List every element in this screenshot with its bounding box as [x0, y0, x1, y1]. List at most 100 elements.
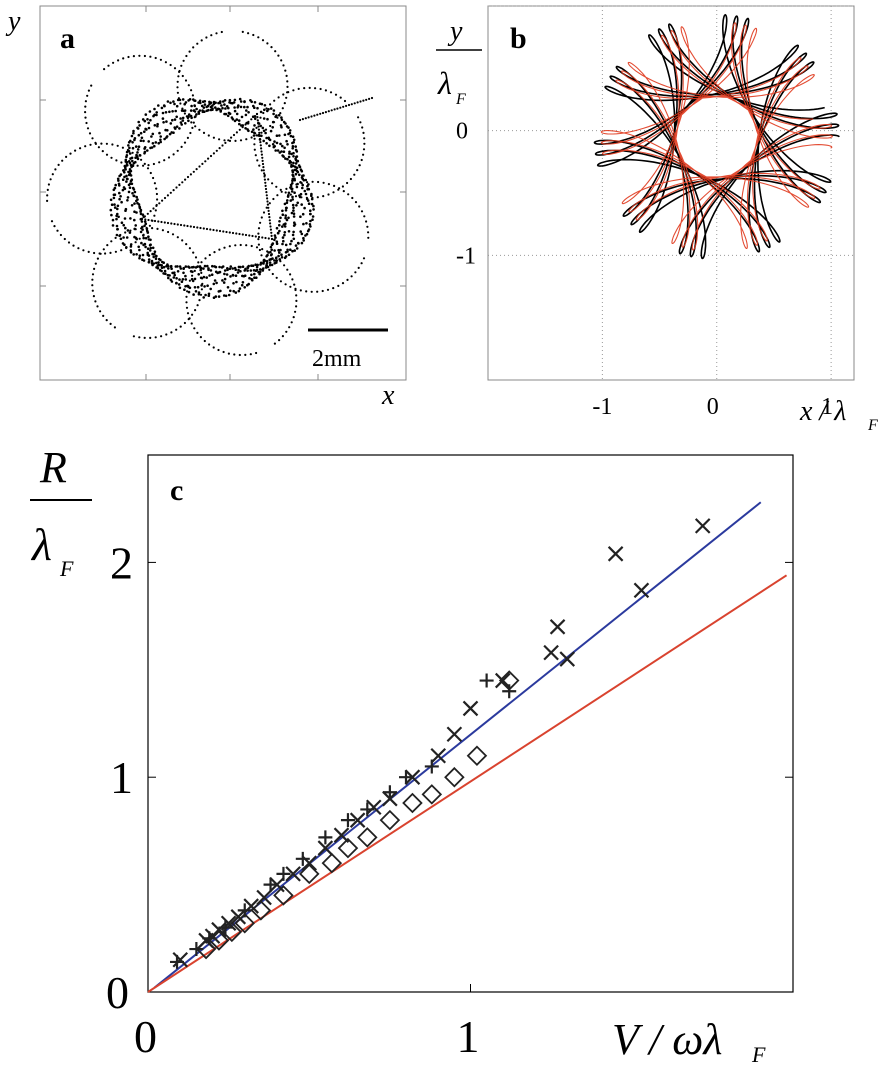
panel-a-point [167, 267, 170, 270]
panel-a-point [353, 102, 356, 105]
panel-a-point [169, 278, 173, 282]
panel-a-point [63, 237, 66, 241]
panel-a-point [250, 130, 254, 134]
panel-a-point [271, 126, 275, 129]
panel-a-point [229, 275, 232, 278]
panel-a-point [285, 139, 288, 143]
panel-a-point [46, 194, 49, 197]
panel-a-point [192, 46, 195, 49]
panel-a-point [243, 269, 246, 272]
panel-a-point [135, 211, 138, 214]
panel-a-point [87, 250, 90, 253]
panel-a-point [189, 109, 193, 112]
panel-a-point [111, 143, 114, 146]
panel-a-point [178, 183, 181, 186]
panel-a-point [285, 96, 288, 99]
panel-a-frame [39, 5, 407, 381]
panel-a-point [295, 185, 299, 189]
panel-a-point [161, 199, 164, 202]
panel-a-point [250, 273, 253, 277]
panel-a-point [280, 150, 283, 153]
panel-a-point [290, 321, 293, 324]
panel-a-point [147, 254, 151, 257]
panel-a-point [203, 100, 207, 103]
panel-b-xtick-label: 1 [821, 394, 833, 420]
panel-a-point [174, 109, 177, 113]
panel-a-point [292, 155, 295, 158]
panel-a-point [225, 273, 229, 276]
panel-a-point [129, 244, 133, 247]
panel-a-point [166, 129, 169, 132]
panel-a-point [359, 100, 362, 103]
panel-a-point [311, 218, 314, 221]
panel-a-point [155, 261, 158, 265]
panel-c-point-x [462, 700, 479, 717]
panel-a-point [172, 131, 175, 134]
panel-a-point [126, 229, 130, 232]
panel-a-point [263, 104, 267, 107]
panel-a-point [182, 59, 185, 62]
panel-a-point [134, 145, 138, 148]
panel-a-point [286, 248, 289, 252]
panel-a-point [250, 264, 253, 268]
panel-a-point [295, 150, 299, 153]
panel-a-point [260, 150, 263, 153]
panel-a-point [96, 257, 99, 260]
panel-a-point [212, 346, 215, 349]
panel-a-point [196, 304, 199, 307]
panel-a-point [99, 310, 102, 313]
panel-a-point [271, 257, 274, 260]
panel-a-point [290, 239, 293, 243]
panel-c-point-diamond [357, 827, 378, 848]
panel-a-point [273, 99, 276, 102]
panel-a-point [202, 131, 206, 134]
panel-a-point [295, 305, 298, 308]
panel-a-point [311, 196, 314, 199]
panel-a-point [235, 131, 238, 134]
panel-a-point [253, 276, 256, 280]
panel-a-point [158, 161, 161, 164]
panel-a-point [262, 259, 265, 262]
panel-c-point-x [365, 799, 382, 816]
panel-a-point [215, 32, 218, 35]
panel-a-point [266, 200, 269, 203]
panel-a-point [285, 330, 288, 333]
panel-a-point [296, 201, 300, 205]
panel-a-point [56, 229, 59, 232]
panel-a-point [287, 253, 291, 257]
panel-a-point [159, 135, 162, 138]
panel-a-point [121, 188, 125, 192]
panel-a-point [131, 146, 135, 150]
panel-a-point [286, 143, 289, 146]
panel-c-point-x [430, 747, 447, 764]
panel-a-point [134, 160, 137, 164]
panel-a-point [122, 236, 125, 239]
panel-a-point [230, 136, 233, 139]
panel-a-point [316, 113, 319, 116]
panel-a-point [133, 210, 136, 213]
panel-a-point [262, 139, 266, 143]
panel-a-point [120, 200, 123, 204]
panel-a-point [305, 196, 308, 199]
panel-a-point [132, 253, 135, 256]
panel-a-point [175, 281, 178, 285]
panel-a-point [299, 192, 303, 196]
panel-a-point [253, 143, 256, 146]
panel-a-point [174, 127, 177, 130]
panel-a-point [349, 177, 352, 181]
panel-a-point [297, 242, 300, 245]
panel-a-point [82, 249, 85, 252]
panel-a-point [133, 202, 136, 205]
panel-a-point [147, 260, 151, 264]
panel-a-point [289, 199, 293, 202]
panel-a-point [283, 225, 287, 228]
panel-a-point [220, 104, 223, 107]
panel-a-point [184, 79, 188, 82]
panel-a-point [128, 172, 132, 175]
panel-a-point [113, 326, 116, 329]
panel-a-point [289, 273, 292, 276]
panel-a-point [155, 113, 158, 117]
panel-a-point [261, 156, 264, 159]
panel-a-point [147, 140, 150, 143]
panel-a-point [198, 299, 201, 302]
